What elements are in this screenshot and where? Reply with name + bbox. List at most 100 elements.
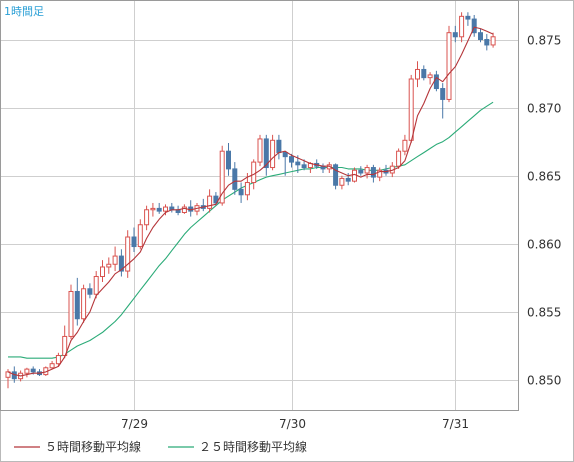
candle-body-down: [471, 18, 477, 34]
candle: [478, 28, 483, 43]
candle-body-down: [465, 15, 471, 20]
candle: [421, 65, 427, 81]
candle: [377, 167, 383, 182]
candle: [118, 249, 124, 277]
ma25-series: [8, 101, 494, 359]
candle-body-down: [74, 290, 80, 320]
candle: [282, 151, 288, 176]
candle: [270, 134, 276, 171]
candle-body-up: [339, 177, 345, 186]
candle-body-down: [333, 164, 339, 186]
candle: [125, 230, 131, 278]
candle: [131, 227, 137, 252]
candle-body-down: [289, 156, 294, 163]
candle-body-down: [213, 195, 219, 204]
candle: [74, 277, 80, 326]
legend: ５時間移動平均線 ２５時間移動平均線: [14, 439, 307, 454]
candle-body-down: [358, 169, 364, 174]
candle-body-up: [270, 139, 276, 169]
candle: [427, 72, 433, 85]
candle-body-up: [446, 32, 452, 100]
y-tick-label: 0.870: [527, 102, 561, 116]
candle-body-up: [402, 139, 408, 152]
candle-body-up: [112, 255, 118, 265]
candle-body-up: [257, 138, 263, 163]
candle-body-up: [24, 368, 30, 374]
candle: [219, 145, 225, 206]
candle: [440, 83, 446, 119]
candlestick-series: [5, 12, 496, 389]
candle: [257, 134, 263, 167]
candle-body-down: [282, 152, 288, 158]
candle-body-down: [263, 138, 269, 169]
candle-body-up: [377, 169, 383, 178]
candle: [68, 284, 74, 340]
candle-body-down: [232, 168, 238, 190]
candle-body-up: [396, 150, 402, 167]
candle-body-down: [295, 161, 301, 166]
candle: [490, 32, 496, 48]
candle-body-down: [452, 32, 458, 38]
candle: [232, 162, 238, 195]
candle: [465, 12, 471, 26]
candle: [415, 61, 420, 88]
candle: [49, 360, 55, 370]
candle-body-down: [301, 164, 307, 169]
candle: [459, 12, 465, 43]
candle-body-up: [144, 209, 150, 226]
candle: [358, 166, 364, 176]
candle: [156, 202, 162, 214]
candle: [226, 143, 231, 176]
candle-body-up: [408, 78, 414, 141]
candle-body-up: [163, 206, 168, 212]
candle-body-down: [276, 139, 282, 154]
legend-ma25-label: ２５時間移動平均線: [199, 439, 307, 454]
plot-area-border: [0, 0, 519, 411]
x-tick-label: 7/30: [279, 417, 306, 431]
timeframe-label: 1時間足: [4, 5, 44, 18]
candle-body-down: [131, 236, 137, 248]
candle-body-up: [81, 288, 87, 320]
candle-body-down: [345, 177, 351, 182]
candle-body-up: [219, 150, 225, 204]
candle: [81, 284, 87, 323]
y-tick-label: 0.865: [527, 170, 561, 184]
candle-body-up: [207, 195, 213, 209]
y-tick-label: 0.860: [527, 238, 561, 252]
candle: [402, 134, 408, 156]
candle-body-up: [55, 355, 61, 365]
candle-body-down: [478, 32, 483, 41]
candle: [87, 283, 93, 299]
ma25-line: [8, 101, 494, 359]
candle-body-up: [106, 263, 112, 268]
candle-body-up: [49, 363, 55, 369]
candle-body-down: [226, 150, 231, 170]
candle-body-up: [137, 224, 143, 248]
candle: [55, 352, 61, 367]
candle-body-up: [125, 236, 131, 272]
candle-body-down: [370, 167, 376, 178]
candle: [137, 219, 143, 250]
candle-body-down: [433, 74, 439, 90]
candle: [163, 204, 168, 216]
candle: [333, 163, 339, 190]
candle-body-up: [352, 169, 357, 182]
candle-body-up: [459, 15, 465, 38]
candle-body-up: [93, 276, 99, 295]
ma5-line: [7, 26, 494, 377]
candle-body-down: [30, 368, 36, 373]
candle: [408, 74, 414, 144]
candle-body-up: [490, 36, 496, 46]
y-axis-tick-labels: 0.850 0.855 0.860 0.865 0.870 0.875: [527, 34, 561, 388]
candle-body-down: [118, 255, 124, 272]
candle: [370, 164, 376, 183]
candle-body-up: [251, 161, 257, 184]
y-tick-label: 0.875: [527, 34, 561, 48]
candle: [181, 204, 187, 214]
x-tick-label: 7/29: [121, 417, 148, 431]
candle-body-up: [244, 182, 250, 196]
candle: [207, 189, 213, 213]
candle-body-up: [427, 74, 433, 79]
